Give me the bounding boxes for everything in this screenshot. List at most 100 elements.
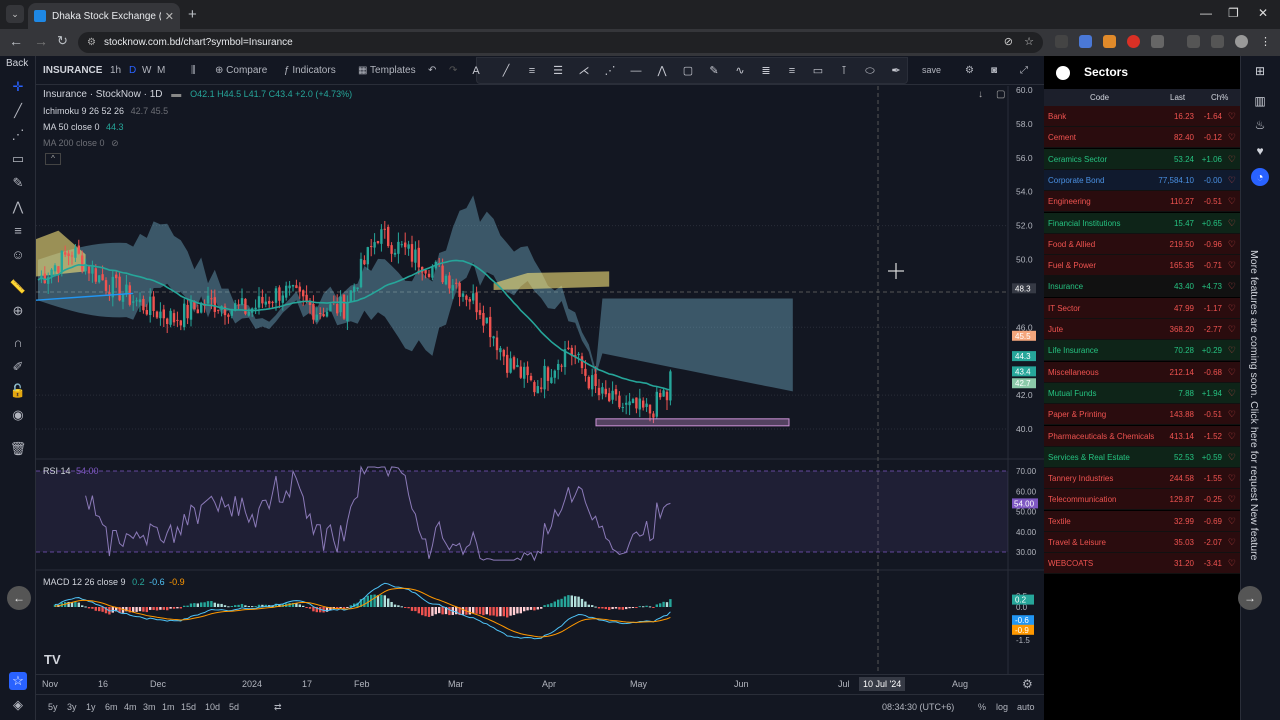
gann-icon[interactable]: ⋰	[604, 65, 616, 77]
log-toggle[interactable]: log	[996, 702, 1009, 712]
sector-row[interactable]: Paper & Printing 143.88 -0.51 ♡	[1044, 404, 1240, 426]
sector-row[interactable]: Mutual Funds 7.88 +1.94 ♡	[1044, 382, 1240, 404]
col-last[interactable]: Last	[1170, 93, 1186, 102]
layout-icon[interactable]: ⊞	[1254, 64, 1266, 78]
heart-outline-icon[interactable]: ♡	[1227, 558, 1236, 569]
sector-row[interactable]: Pharmaceuticals & Chemicals 413.14 -1.52 ♡	[1044, 425, 1240, 447]
sector-row[interactable]: Life Insurance 70.28 +0.29 ♡	[1044, 340, 1240, 362]
heart-outline-icon[interactable]: ♡	[1227, 430, 1236, 441]
fib-icon[interactable]: ⋰	[11, 127, 25, 142]
range-15d[interactable]: 15d	[181, 702, 197, 712]
fib-fan-icon[interactable]: ≣	[761, 65, 771, 77]
trendline-icon[interactable]: ╱	[14, 103, 22, 118]
ichimoku-legend[interactable]: Ichimoku 9 26 52 26 42.7 45.5	[43, 106, 168, 116]
sector-row[interactable]: Engineering 110.27 -0.51 ♡	[1044, 191, 1240, 213]
parallel-channel-icon[interactable]: ≡	[528, 65, 536, 77]
heart-outline-icon[interactable]: ♡	[1227, 494, 1236, 505]
line-icon[interactable]: ╱	[502, 65, 510, 77]
collapse-legend-icon[interactable]: ^	[45, 153, 61, 165]
trash-icon[interactable]: 🗑	[9, 441, 27, 456]
fib-retracement-icon[interactable]: ☰	[553, 65, 563, 77]
auto-toggle[interactable]: auto	[1017, 702, 1035, 712]
lock-drawing-icon[interactable]: ✐	[12, 359, 24, 374]
layers-icon[interactable]: ◈	[13, 697, 23, 712]
crosshair-icon[interactable]: ✛	[12, 79, 24, 94]
chart-title[interactable]: Insurance · StockNow · 1D	[43, 89, 163, 100]
symbol-search[interactable]: INSURANCE	[43, 65, 103, 76]
heart-outline-icon[interactable]: ♡	[1227, 537, 1236, 547]
tab-search-icon[interactable]: ⌄	[6, 5, 24, 23]
sector-row[interactable]: Jute 368.20 -2.77 ♡	[1044, 319, 1240, 340]
range-1y[interactable]: 1y	[86, 702, 96, 712]
heart-outline-icon[interactable]: ♡	[1227, 473, 1236, 484]
sector-row[interactable]: Tannery Industries 244.58 -1.55 ♡	[1044, 468, 1240, 490]
heart-outline-icon[interactable]: ♡	[1227, 217, 1236, 228]
emoji-icon[interactable]: ☺	[11, 247, 25, 262]
col-code[interactable]: Code	[1090, 93, 1110, 102]
heart-outline-icon[interactable]: ♡	[1227, 324, 1236, 334]
price-range-icon[interactable]: ⊺	[841, 65, 847, 77]
sidepanel-icon[interactable]	[1211, 35, 1224, 48]
templates-button[interactable]: ▦ Templates	[358, 56, 416, 85]
interval-m[interactable]: M	[157, 65, 166, 76]
rectangle-tool-icon[interactable]: ▢	[682, 65, 694, 77]
scroll-right-button[interactable]: →	[1238, 586, 1262, 610]
sector-row[interactable]: Fuel & Power 165.35 -0.71 ♡	[1044, 255, 1240, 277]
heart-outline-icon[interactable]: ♡	[1227, 132, 1236, 143]
interval-d[interactable]: D	[129, 65, 137, 76]
ruler-icon[interactable]: 📏	[9, 279, 27, 294]
sector-row[interactable]: Miscellaneous 212.14 -0.68 ♡	[1044, 361, 1240, 383]
scroll-down-icon[interactable]: ↓	[978, 89, 983, 100]
forward-icon[interactable]: →	[34, 33, 48, 49]
sector-row[interactable]: Corporate Bond 77,584.10 -0.00 ♡	[1044, 169, 1240, 191]
range-3y[interactable]: 3y	[67, 702, 77, 712]
building-icon[interactable]: ▥	[1254, 94, 1266, 108]
sector-row[interactable]: Ceramics Sector 53.24 +1.06 ♡	[1044, 148, 1240, 170]
new-tab-icon[interactable]: +	[188, 6, 197, 23]
chart-svg[interactable]: 60.0 58.0 56.0 54.0 52.0 50.0 46.0 42.0 40.0 48.3…	[36, 86, 1044, 674]
range-4m[interactable]: 4m	[124, 702, 137, 712]
legend-dash-icon[interactable]: ▬	[171, 89, 182, 100]
clock-time[interactable]: 08:34:30 (UTC+6)	[882, 702, 955, 712]
chart-area[interactable]: 60.0 58.0 56.0 54.0 52.0 50.0 46.0 42.0 40.0 48.3…	[36, 86, 1044, 674]
eye-icon[interactable]: ◉	[12, 407, 24, 422]
save-button[interactable]: save	[922, 65, 942, 75]
puzzle-icon[interactable]	[1151, 35, 1164, 48]
horizontal-ray-icon[interactable]: —	[630, 65, 642, 77]
sector-row[interactable]: Food & Allied 219.50 -0.96 ♡	[1044, 233, 1240, 255]
heart-outline-icon[interactable]: ♡	[1227, 345, 1236, 356]
indicators-button[interactable]: ƒ Indicators	[284, 56, 336, 85]
heart-outline-icon[interactable]: ♡	[1227, 387, 1236, 398]
pitchfork-icon[interactable]: ⋌	[578, 65, 590, 77]
range-3m[interactable]: 3m	[143, 702, 156, 712]
callout-icon[interactable]: ▭	[812, 65, 824, 77]
heart-outline-icon[interactable]: ♡	[1227, 302, 1236, 313]
sector-row[interactable]: Cement 82.40 -0.12 ♡	[1044, 127, 1240, 149]
fib-channel-icon[interactable]: ≡	[788, 65, 796, 77]
ma50-legend[interactable]: MA 50 close 0 44.3	[43, 122, 124, 132]
back-link[interactable]: Back	[6, 58, 29, 69]
scroll-left-button[interactable]: ←	[7, 586, 31, 610]
range-6m[interactable]: 6m	[105, 702, 118, 712]
pen-icon[interactable]: ✒	[891, 65, 901, 77]
sector-row[interactable]: Telecommunication 129.87 -0.25 ♡	[1044, 489, 1240, 511]
brush-icon[interactable]: ✎	[12, 175, 24, 190]
undo-icon[interactable]: ↶	[428, 65, 437, 76]
url-field[interactable]: ⚙ stocknow.com.bd/chart?symbol=Insurance…	[78, 32, 1043, 53]
pattern-icon[interactable]: ⋀	[12, 199, 24, 214]
heart-outline-icon[interactable]: ♡	[1227, 196, 1236, 207]
heart-outline-icon[interactable]: ♡	[1227, 515, 1236, 526]
range-5d[interactable]: 5d	[229, 702, 240, 712]
heart-icon[interactable]: ♥	[1256, 144, 1264, 158]
compare-button[interactable]: ⊕ Compare	[215, 56, 267, 85]
bookmark-star-icon[interactable]: ☆	[1024, 36, 1034, 48]
heart-outline-icon[interactable]: ♡	[1227, 281, 1236, 292]
eye-off-icon[interactable]: ⊘	[1003, 36, 1013, 48]
extension-icon[interactable]	[1103, 35, 1116, 48]
chart-type-icon[interactable]: ⫼	[191, 65, 196, 76]
maximize-pane-icon[interactable]: ▢	[996, 89, 1006, 100]
heart-outline-icon[interactable]: ♡	[1227, 153, 1236, 164]
reload-icon[interactable]: ↻	[57, 33, 68, 48]
tradingview-logo[interactable]: TV	[44, 652, 61, 667]
heart-outline-icon[interactable]: ♡	[1227, 174, 1236, 185]
